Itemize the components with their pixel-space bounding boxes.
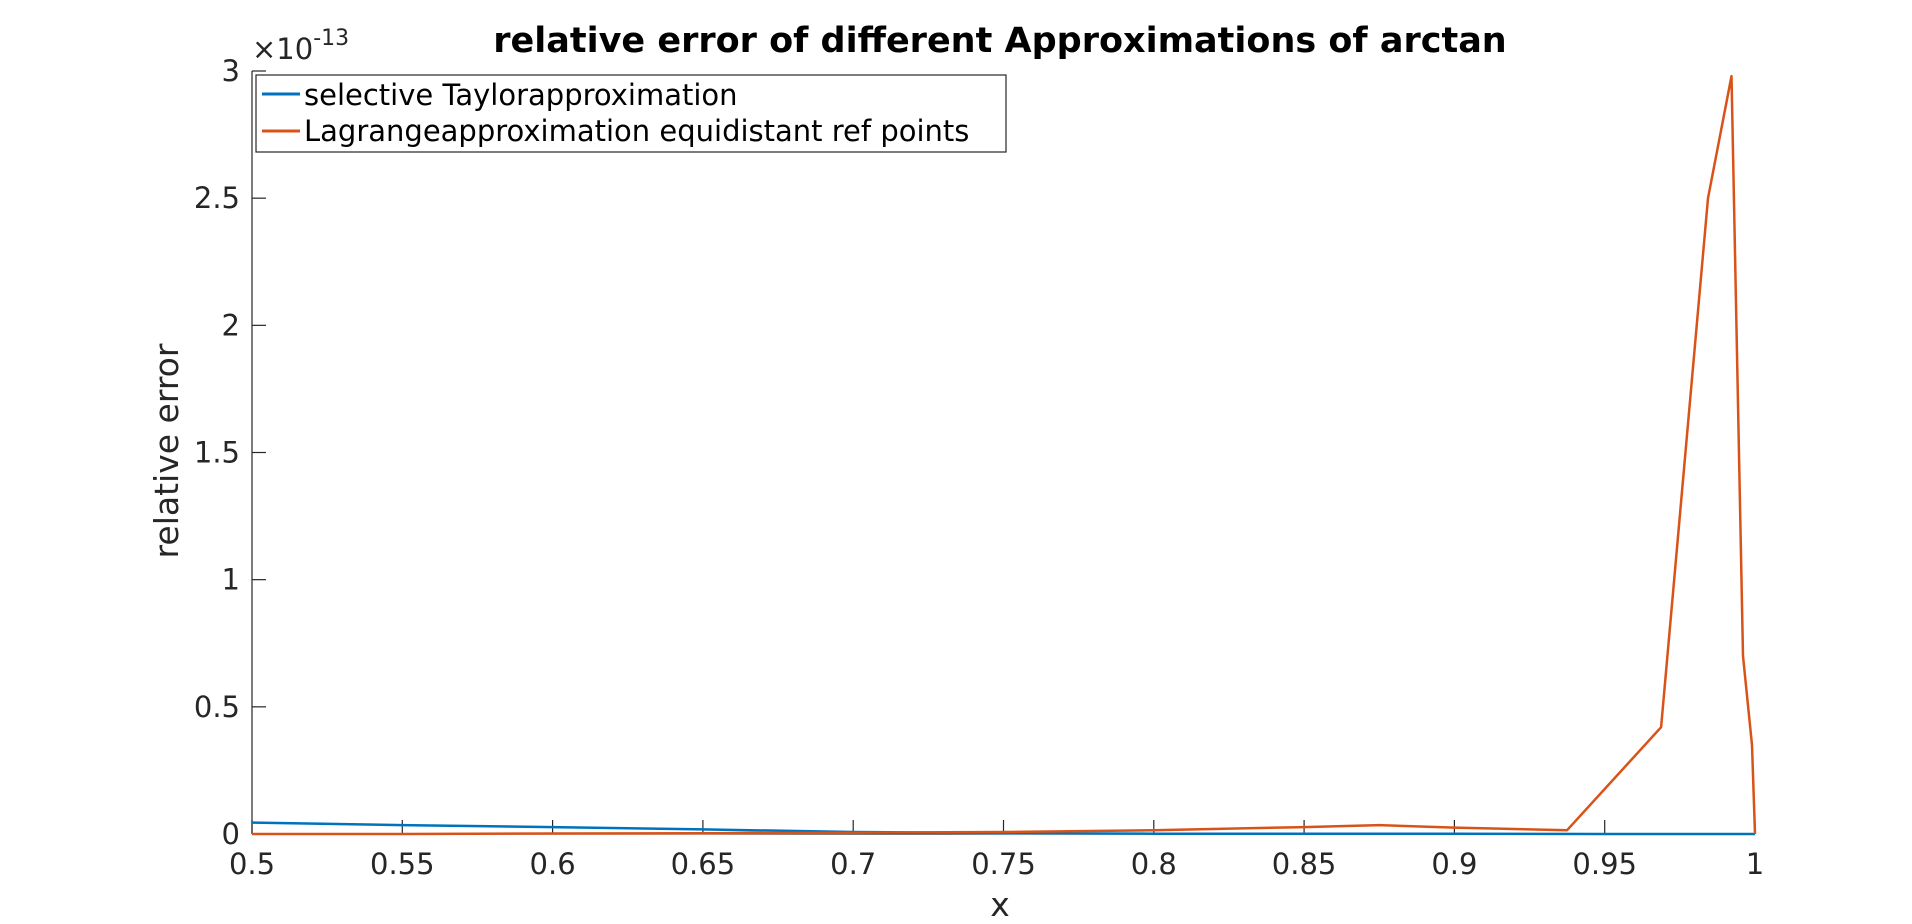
y-tick-label: 0.5 (194, 690, 240, 724)
x-tick-label: 0.65 (671, 847, 736, 881)
y-tick-label: 0 (222, 817, 240, 851)
x-axis-label: x (990, 885, 1010, 924)
y-exponent-label: ×10-13 (252, 26, 349, 66)
x-tick-label: 0.95 (1572, 847, 1637, 881)
x-tick-label: 0.8 (1131, 847, 1177, 881)
y-tick-label: 2 (222, 308, 240, 342)
x-tick-label: 0.55 (370, 847, 435, 881)
y-axis-label: relative error (147, 343, 186, 558)
y-tick-label: 1.5 (194, 436, 240, 470)
x-tick-label: 0.6 (530, 847, 576, 881)
x-tick-label: 0.9 (1431, 847, 1477, 881)
x-tick-label: 1 (1746, 847, 1764, 881)
y-ticks: 0 0.5 1 1.5 2 2.5 3 (194, 54, 266, 851)
x-tick-label: 0.5 (229, 847, 275, 881)
x-tick-label: 0.85 (1272, 847, 1337, 881)
y-tick-label: 3 (222, 54, 240, 88)
axes-frame (251, 71, 1755, 835)
x-tick-label: 0.7 (830, 847, 876, 881)
chart-title: relative error of different Approximatio… (493, 21, 1506, 61)
legend-label-taylor: selective Taylorapproximation (304, 78, 738, 112)
legend: selective Taylorapproximation Lagrangeap… (255, 74, 1007, 153)
y-tick-label: 2.5 (194, 181, 240, 215)
x-ticks: 0.5 0.55 0.6 0.65 0.7 0.75 0.8 0.85 0.9 0.95 1 (229, 820, 1764, 881)
legend-box (255, 74, 1007, 153)
y-tick-label: 1 (222, 563, 240, 597)
y-exponent-base: ×10 (252, 32, 313, 66)
series-line-lagrange (252, 74, 1757, 836)
series-lines (251, 74, 1757, 836)
x-tick-label: 0.75 (971, 847, 1036, 881)
y-exponent-power: -13 (313, 26, 349, 51)
legend-label-lagrange: Lagrangeapproximation equidistant ref po… (304, 114, 969, 148)
